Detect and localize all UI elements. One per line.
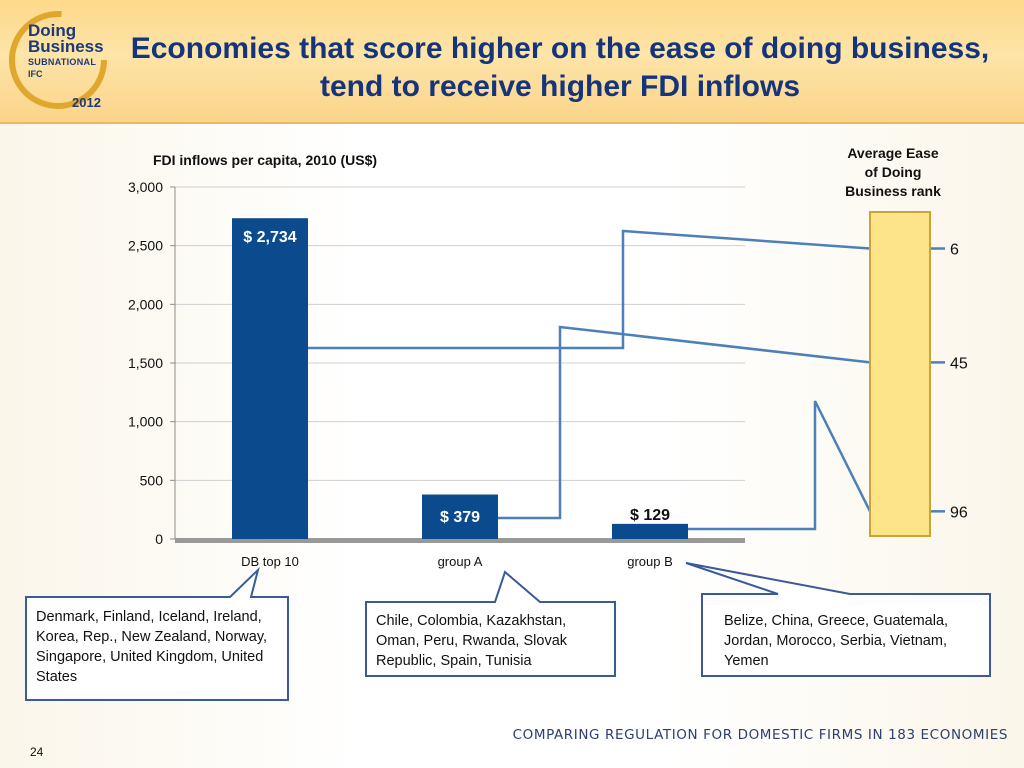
rank-label: 45 (950, 355, 968, 372)
rank-title-line: Business rank (845, 183, 941, 199)
y-tick-label: 2,000 (128, 296, 163, 312)
doing-business-logo: Doing Business SUBNATIONAL IFC 2012 (6, 4, 118, 116)
logo-line2: Business (28, 37, 104, 56)
rank-title: Average Ease of Doing Business rank (845, 145, 941, 199)
logo-line1: Doing (28, 21, 77, 40)
y-tick-label: 3,000 (128, 179, 163, 195)
y-tick-label: 0 (155, 531, 163, 547)
data-label: $ 2,734 (243, 229, 296, 246)
y-tick-label: 1,000 (128, 414, 163, 430)
callout-group-b-box (685, 562, 991, 677)
bar-group-a (422, 494, 498, 539)
rank-title-line: of Doing (865, 164, 922, 180)
connector-top10 (308, 229, 871, 350)
connector-group-a (498, 325, 871, 520)
callout-top10-text: Denmark, Finland, Iceland, Ireland, Kore… (36, 609, 268, 685)
y-tick-label: 1,500 (128, 355, 163, 371)
page-number: 24 (30, 745, 44, 759)
logo-arc-icon (9, 11, 107, 109)
logo-line3: SUBNATIONAL (28, 57, 97, 67)
rank-label: 96 (950, 504, 968, 521)
callout-groupa-text: Chile, Colombia, Kazakhstan, Oman, Peru,… (376, 613, 568, 669)
callout-group-a-box (365, 570, 616, 677)
chart-title: FDI inflows per capita, 2010 (US$) (153, 152, 377, 168)
bar-db-top-10 (232, 218, 308, 539)
connector-group-b (688, 400, 872, 531)
footer-text: COMPARING REGULATION FOR DOMESTIC FIRMS … (512, 727, 1008, 743)
x-axis (175, 538, 745, 543)
x-tick-label: group B (627, 554, 673, 569)
data-label: $ 129 (630, 507, 670, 524)
y-tick-label: 2,500 (128, 238, 163, 254)
rank-bar (869, 211, 931, 537)
callout-groupb-text: Belize, China, Greece, Guatemala, Jordan… (724, 613, 949, 669)
y-tick-label: 500 (140, 472, 164, 488)
rank-title-line: Average Ease (847, 145, 939, 161)
header-banner: Doing Business SUBNATIONAL IFC 2012 Econ… (0, 0, 1024, 124)
page-title: Economies that score higher on the ease … (130, 32, 990, 103)
bar-group-b (612, 523, 688, 539)
data-label: $ 379 (440, 509, 480, 526)
x-tick-label: DB top 10 (241, 554, 299, 569)
rank-label: 6 (950, 242, 959, 259)
callout-top10-box (25, 566, 289, 701)
logo-line4: IFC (28, 69, 43, 79)
x-tick-label: group A (438, 554, 483, 569)
logo-year: 2012 (72, 95, 101, 110)
